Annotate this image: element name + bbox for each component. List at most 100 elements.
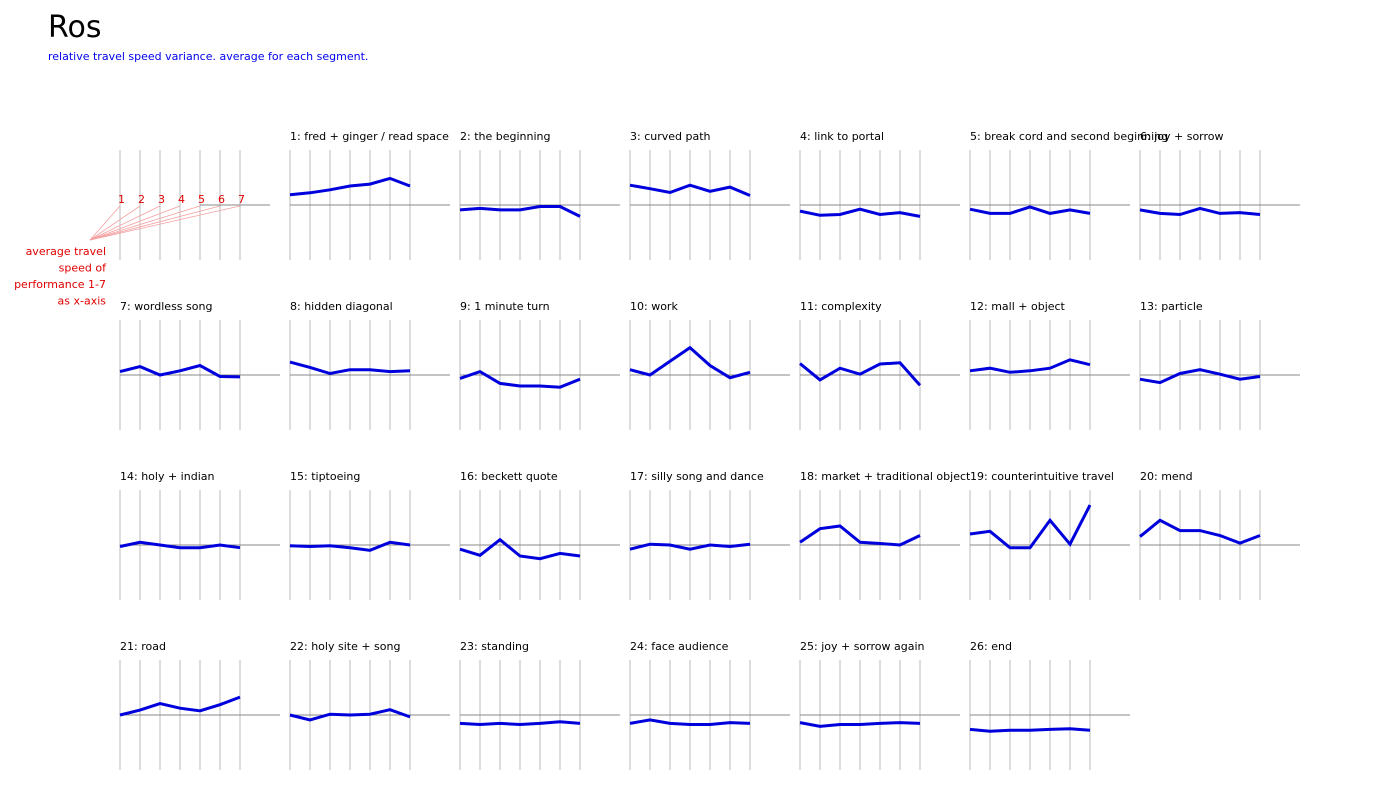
panel-title: 13: particle	[1140, 300, 1203, 313]
legend-number: 6	[218, 193, 225, 206]
panel-title: 11: complexity	[800, 300, 882, 313]
panel-title: 23: standing	[460, 640, 529, 653]
panel: 25: joy + sorrow again	[799, 640, 960, 770]
legend-number: 4	[178, 193, 185, 206]
panel-title: 10: work	[630, 300, 678, 313]
panel-title: 25: joy + sorrow again	[800, 640, 925, 653]
panel: 9: 1 minute turn	[459, 300, 620, 430]
series-line	[799, 524, 921, 547]
series-line	[459, 369, 581, 389]
panel-title: 24: face audience	[630, 640, 729, 653]
panel: 1: fred + ginger / read space	[289, 130, 450, 260]
panel: 6: joy + sorrow	[1139, 130, 1300, 260]
series-line	[799, 207, 921, 218]
panel-title: 26: end	[970, 640, 1012, 653]
page-subtitle: relative travel speed variance. average …	[48, 50, 369, 63]
legend-number: 5	[198, 193, 205, 206]
panel: 20: mend	[1139, 470, 1300, 600]
panel-title: 3: curved path	[630, 130, 711, 143]
series-line	[1139, 518, 1261, 545]
series-line	[969, 358, 1091, 374]
panel-title: 4: link to portal	[800, 130, 884, 143]
panel: 21: road	[119, 640, 280, 770]
panel-title: 6: joy + sorrow	[1140, 130, 1224, 143]
panel: 5: break cord and second beginning	[969, 130, 1168, 260]
panel-title: 7: wordless song	[120, 300, 212, 313]
series-line	[459, 205, 581, 218]
series-line	[969, 727, 1091, 733]
panel: 11: complexity	[799, 300, 960, 430]
series-line	[799, 361, 922, 387]
series-line	[459, 720, 581, 727]
series-line	[629, 183, 751, 197]
legend-number: 1	[118, 193, 125, 206]
panel: 14: holy + indian	[119, 470, 280, 600]
panel: 22: holy site + song	[289, 640, 450, 770]
panel: 3: curved path	[629, 130, 790, 260]
panel: 26: end	[969, 640, 1130, 770]
legend-pointer	[89, 205, 161, 241]
legend-number: 3	[158, 193, 165, 206]
panel: 2: the beginning	[459, 130, 620, 260]
x-axis-legend: 1 2 3 4 5 6 7 average travel speed of performance…	[14, 150, 270, 308]
panels: 1: fred + ginger / read space 2: the begi…	[119, 130, 1300, 770]
legend-pointer	[89, 205, 141, 241]
series-line	[119, 540, 241, 550]
panel: 16: beckett quote	[459, 470, 620, 600]
panel: 24: face audience	[629, 640, 790, 770]
series-line	[799, 721, 921, 728]
legend-text-line: speed of	[59, 262, 107, 275]
legend-pointer	[89, 205, 221, 241]
panel-title: 19: counterintuitive travel	[970, 470, 1114, 483]
legend-number: 2	[138, 193, 145, 206]
panel-title: 5: break cord and second beginning	[970, 130, 1168, 143]
series-line	[289, 540, 411, 552]
series-line	[969, 504, 1092, 550]
panel-title: 8: hidden diagonal	[290, 300, 393, 313]
series-line	[459, 537, 581, 561]
series-line	[629, 542, 751, 551]
page-title: Ros	[48, 10, 102, 45]
series-line	[969, 205, 1091, 215]
legend-pointer	[89, 205, 181, 241]
legend-pointer	[89, 205, 241, 241]
panel-title: 17: silly song and dance	[630, 470, 764, 483]
panel: 15: tiptoeing	[289, 470, 450, 600]
panel: 13: particle	[1139, 300, 1300, 430]
panel-title: 18: market + traditional object	[800, 470, 971, 483]
series-line	[629, 345, 751, 380]
series-line	[119, 695, 241, 717]
panel: 19: counterintuitive travel	[969, 470, 1130, 600]
panel: 10: work	[629, 300, 790, 430]
legend-text-line: as x-axis	[58, 295, 107, 308]
panel-title: 15: tiptoeing	[290, 470, 360, 483]
panel: 18: market + traditional object	[799, 470, 971, 600]
legend-number: 7	[238, 193, 245, 206]
series-line	[289, 360, 411, 376]
legend-pointer	[89, 205, 121, 241]
series-line	[289, 176, 411, 197]
panel-title: 21: road	[120, 640, 166, 653]
legend-pointer	[89, 205, 201, 241]
legend-text-line: average travel	[26, 245, 106, 258]
legend-text-line: performance 1-7	[14, 278, 106, 291]
series-line	[289, 708, 411, 722]
series-line	[629, 718, 751, 726]
panel: 7: wordless song	[119, 300, 280, 430]
panel: 17: silly song and dance	[629, 470, 790, 600]
panel-title: 1: fred + ginger / read space	[290, 130, 449, 143]
panel-title: 14: holy + indian	[120, 470, 214, 483]
panel-title: 12: mall + object	[970, 300, 1066, 313]
panel: 4: link to portal	[799, 130, 960, 260]
series-line	[1139, 206, 1261, 217]
panel: 12: mall + object	[969, 300, 1130, 430]
panel-title: 9: 1 minute turn	[460, 300, 550, 313]
series-line	[119, 363, 241, 379]
panel-title: 22: holy site + song	[290, 640, 400, 653]
panel-title: 16: beckett quote	[460, 470, 558, 483]
panel-title: 2: the beginning	[460, 130, 551, 143]
panel: 23: standing	[459, 640, 620, 770]
panel: 8: hidden diagonal	[289, 300, 450, 430]
panel-title: 20: mend	[1140, 470, 1193, 483]
